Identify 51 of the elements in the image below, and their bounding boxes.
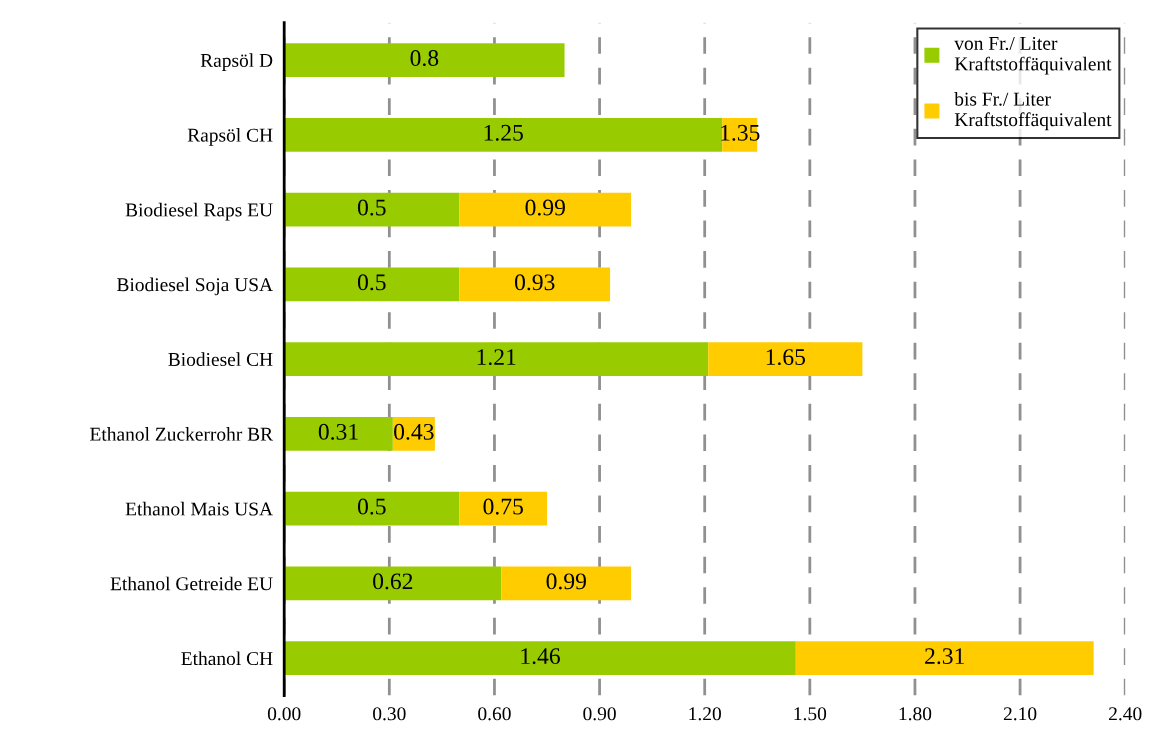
bar xyxy=(284,192,460,227)
bar xyxy=(795,641,1094,675)
data-label: 0.62 xyxy=(373,573,413,590)
data-label: 0.5 xyxy=(357,274,386,291)
legend-label: von Fr./ Liter Kraftstoffäquivalent xyxy=(954,36,1112,75)
bar xyxy=(284,267,460,302)
x-tick-label: 0.60 xyxy=(478,707,511,721)
y-tick-label: Ethanol Zuckerrohr BR xyxy=(90,427,274,441)
data-label: 0.5 xyxy=(357,199,386,216)
bar xyxy=(459,267,611,302)
total-label: 2.31 xyxy=(925,648,964,665)
bar xyxy=(459,491,548,526)
bar xyxy=(284,342,709,376)
data-label: 0.8 xyxy=(410,50,439,67)
bar xyxy=(284,118,723,152)
x-tick-label: 2.10 xyxy=(1003,707,1037,721)
y-tick-label: Ethanol CH xyxy=(181,651,273,666)
x-tick-label: 0.00 xyxy=(267,707,301,721)
data-label: 0.31 xyxy=(318,423,358,440)
data-label: 1.25 xyxy=(484,124,523,141)
bar xyxy=(459,192,632,227)
bar xyxy=(284,641,796,675)
y-tick-label: Biodiesel CH xyxy=(168,352,273,367)
bar xyxy=(284,43,565,77)
x-tick-label: 1.20 xyxy=(689,707,721,721)
total-label: 0.99 xyxy=(546,573,586,590)
total-label: 1.65 xyxy=(766,349,806,366)
bar xyxy=(284,491,460,526)
bar xyxy=(708,342,863,376)
total-label: 0.75 xyxy=(483,498,523,515)
data-label: 1.21 xyxy=(477,349,516,366)
y-tick-label: Ethanol Getreide EU xyxy=(110,576,273,591)
x-tick-label: 0.90 xyxy=(583,707,616,721)
x-tick-label: 1.50 xyxy=(794,707,827,721)
y-tick-label: Ethanol Mais USA xyxy=(125,501,273,516)
legend-label: bis Fr./ Liter Kraftstoffäquivalent xyxy=(954,91,1112,131)
total-label: 0.43 xyxy=(394,423,434,440)
x-tick-label: 1.80 xyxy=(899,707,932,721)
total-label: 0.93 xyxy=(514,274,555,291)
bar xyxy=(501,566,632,601)
y-tick-label: Biodiesel Raps EU xyxy=(125,202,273,221)
data-label: 1.46 xyxy=(521,648,560,665)
y-tick-label: Rapsöl CH xyxy=(187,128,273,146)
x-tick-label: 0.30 xyxy=(373,707,406,721)
bar xyxy=(284,417,393,451)
y-tick-label: Biodiesel Soja USA xyxy=(117,277,273,296)
bar xyxy=(284,566,502,601)
y-tick-label: Rapsöl D xyxy=(200,53,273,71)
x-tick-label: 2.40 xyxy=(1109,707,1142,721)
total-label: 0.99 xyxy=(525,199,565,216)
data-label: 0.5 xyxy=(357,498,386,515)
